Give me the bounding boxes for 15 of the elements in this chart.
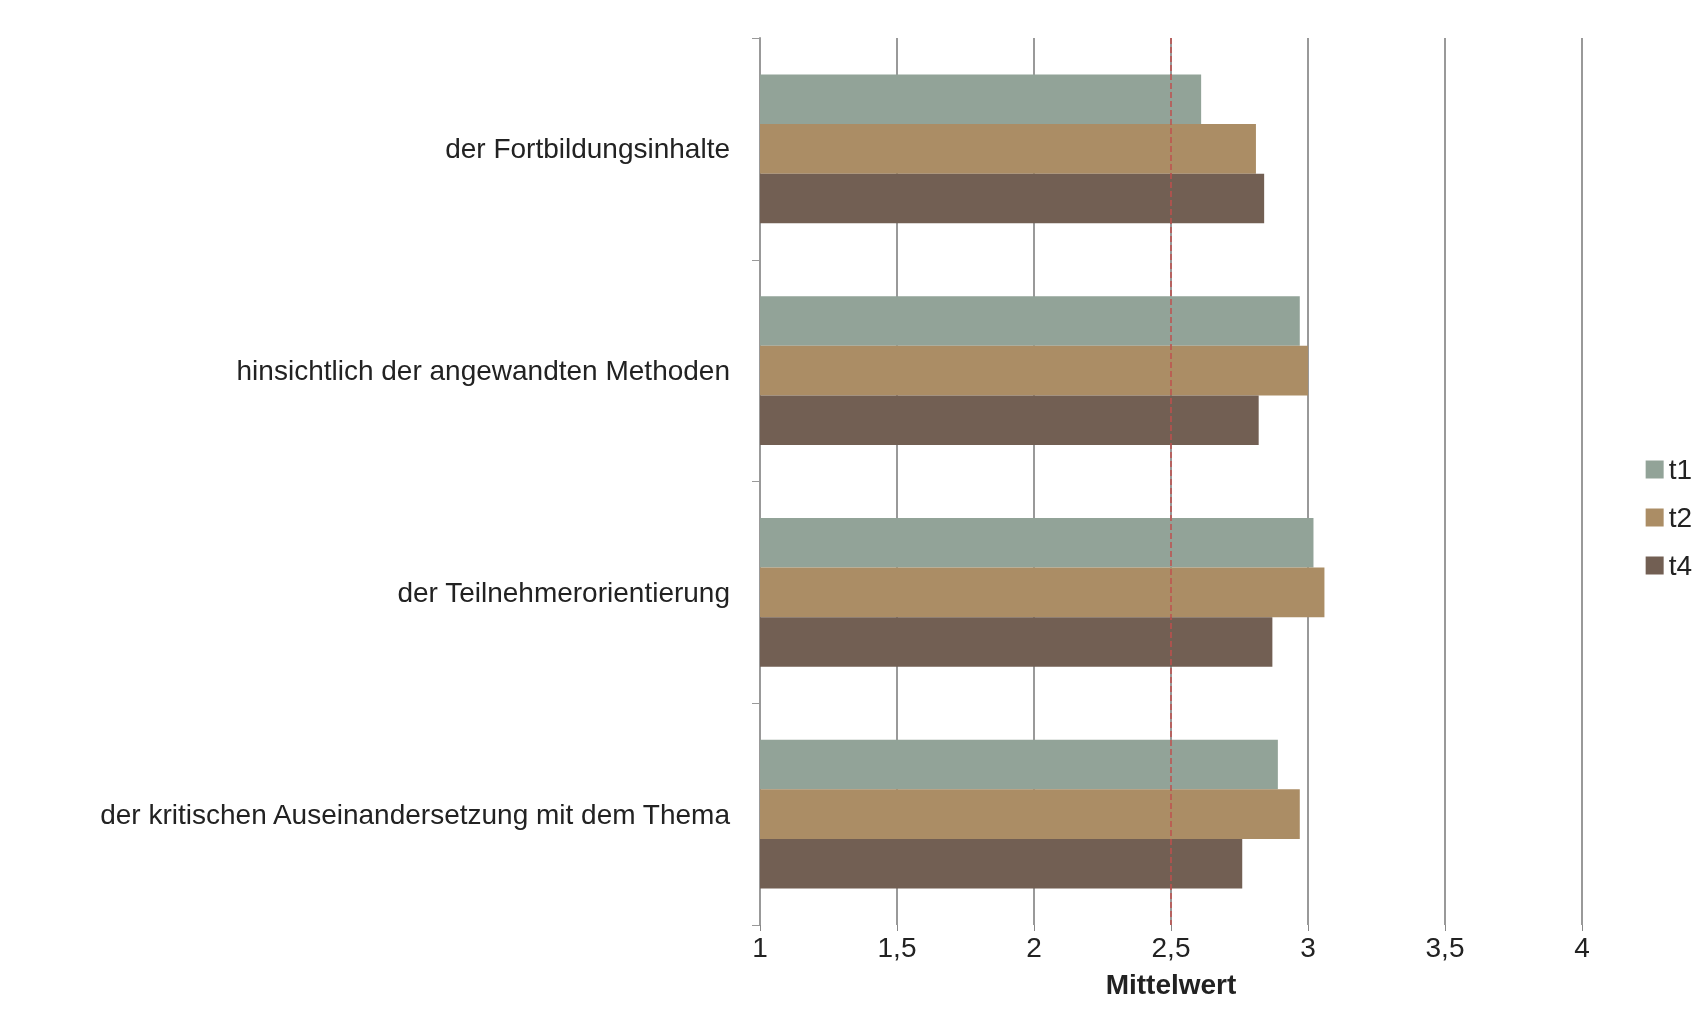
x-tick-label: 2,5 bbox=[1151, 931, 1191, 963]
legend-label: t2 bbox=[1668, 502, 1693, 533]
x-tick-label: 3 bbox=[1300, 931, 1316, 963]
x-axis-title: Mittelwert bbox=[1105, 968, 1237, 1000]
y-tick-label: hinsichtlich der angewandten Methoden bbox=[236, 355, 730, 387]
x-tick-label: 1,5 bbox=[877, 931, 917, 963]
legend-label: t4 bbox=[1668, 550, 1693, 581]
x-tick-label: 1 bbox=[752, 931, 768, 963]
x-tick-label: 2 bbox=[1026, 931, 1042, 963]
y-tick-label: der kritischen Auseinandersetzung mit dem Thema bbox=[100, 798, 731, 830]
legend-label: t1 bbox=[1668, 454, 1693, 485]
x-tick-label: 3,5 bbox=[1425, 931, 1465, 963]
y-tick-label: der Teilnehmerorientierung bbox=[397, 576, 730, 608]
x-tick-label: 4 bbox=[1574, 931, 1590, 963]
y-tick-label: der Fortbildungsinhalte bbox=[445, 133, 730, 165]
